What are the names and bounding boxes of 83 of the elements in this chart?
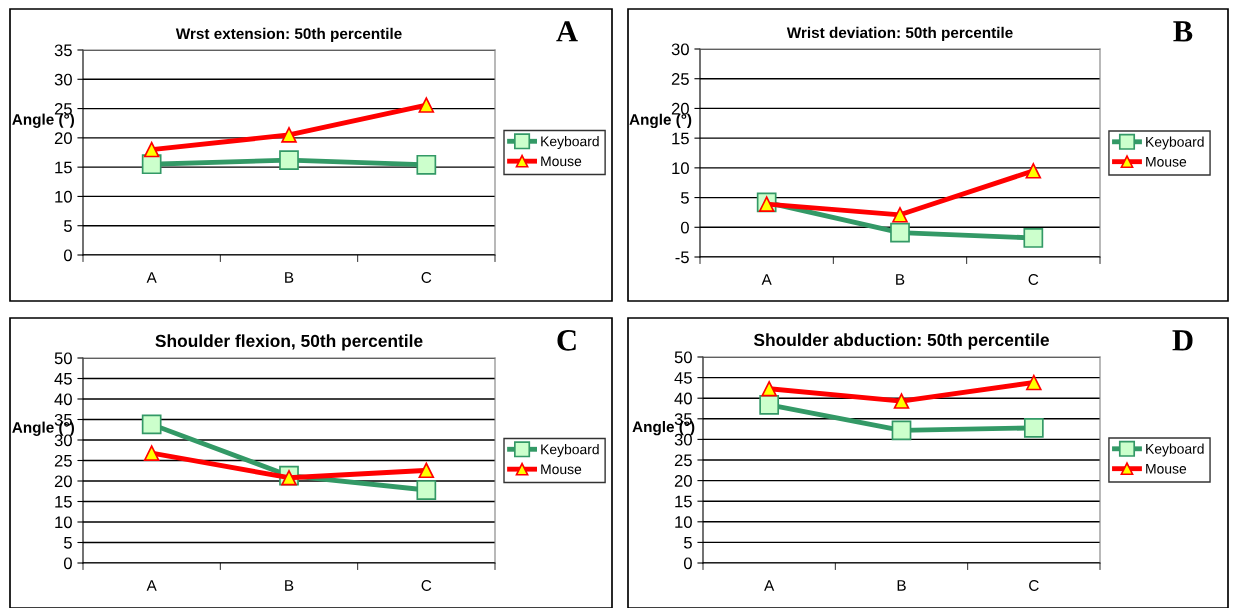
y-tick-label: 40 [54, 393, 72, 406]
legend-label: Keyboard [541, 136, 599, 150]
y-tick-label: 15 [55, 496, 72, 508]
point [143, 445, 160, 461]
point [759, 394, 780, 415]
y-tick-label: 45 [54, 373, 72, 385]
x-tick-label: C [421, 272, 432, 283]
y-tick-label: 0 [680, 221, 689, 234]
y-tick-label: 10 [672, 162, 689, 175]
y-tick-label: 0 [63, 557, 72, 570]
point [141, 414, 162, 435]
chart-title: Wrist deviation: 50th percentile [786, 26, 1013, 42]
point [892, 207, 908, 223]
y-tick-label: 50 [674, 351, 692, 364]
y-tick-label: 0 [683, 557, 692, 570]
y-tick-label: 5 [683, 536, 692, 549]
y-tick-label: -5 [675, 251, 689, 264]
y-tick-label: 15 [55, 161, 72, 174]
y-tick-label: 35 [54, 44, 72, 57]
y-tick-label: 50 [54, 352, 72, 365]
x-tick-label: C [421, 580, 432, 591]
point [893, 393, 910, 409]
y-tick-label: 20 [671, 102, 689, 115]
chart-title: Shoulder flexion, 50th percentile [155, 334, 423, 351]
text: B [1173, 21, 1193, 42]
y-tick-label: 20 [674, 475, 692, 487]
text: C [557, 330, 576, 351]
point [1023, 418, 1044, 438]
text: D [1172, 330, 1193, 351]
x-tick-label: A [761, 274, 772, 285]
x-tick-label: C [1029, 580, 1039, 591]
point [890, 222, 910, 243]
legend-label: Keyboard [1146, 443, 1204, 457]
x-tick-label: B [896, 274, 905, 285]
x-tick-label: C [1028, 274, 1039, 285]
legend-label: Mouse [1146, 463, 1187, 474]
y-tick-label: 25 [674, 454, 692, 467]
point [1026, 374, 1042, 391]
point [281, 127, 297, 143]
point [418, 462, 435, 479]
y-tick-label: 10 [55, 190, 72, 203]
point [1023, 228, 1044, 248]
point [416, 154, 437, 175]
y-tick-label: 45 [674, 372, 692, 384]
x-tick-label: B [285, 272, 294, 283]
y-tick-label: 30 [54, 73, 72, 86]
y-tick-label: 5 [63, 220, 72, 232]
x-tick-label: A [146, 272, 157, 283]
y-tick-label: 25 [671, 73, 689, 85]
text: A [556, 21, 578, 42]
legend-label: Mouse [1146, 156, 1187, 167]
y-tick-label: 30 [671, 43, 689, 56]
point [418, 97, 435, 113]
y-tick-label: 15 [675, 495, 692, 508]
x-tick-label: B [897, 580, 906, 591]
y-tick-label: 25 [54, 454, 72, 467]
point [279, 150, 299, 170]
point [141, 154, 162, 175]
y-tick-label: 5 [680, 192, 689, 204]
point [416, 480, 437, 500]
point [143, 141, 160, 158]
legend-label: Keyboard [1146, 136, 1204, 150]
point [1025, 163, 1042, 179]
y-tick-label: 40 [674, 392, 692, 405]
x-tick-label: A [764, 580, 775, 591]
x-tick-label: A [146, 580, 157, 591]
point [891, 420, 912, 441]
y-tick-label: 5 [63, 537, 72, 549]
y-tick-label: 10 [675, 516, 692, 528]
legend-label: Mouse [541, 464, 582, 475]
legend-label: Mouse [541, 156, 582, 167]
x-tick-label: B [285, 580, 294, 591]
y-tick-label: 20 [54, 132, 72, 145]
y-tick-label: 10 [55, 516, 72, 529]
y-tick-label: 0 [63, 249, 72, 262]
y-tick-label: 25 [54, 102, 72, 115]
legend-label: Keyboard [541, 444, 599, 458]
y-tick-label: 20 [54, 475, 72, 488]
y-tick-label: 30 [54, 434, 72, 447]
point [761, 380, 777, 397]
chart-title: Shoulder abduction: 50th percentile [753, 333, 1049, 350]
y-tick-label: 15 [672, 132, 689, 145]
chart-title: Wrst extension: 50th percentile [175, 27, 402, 43]
